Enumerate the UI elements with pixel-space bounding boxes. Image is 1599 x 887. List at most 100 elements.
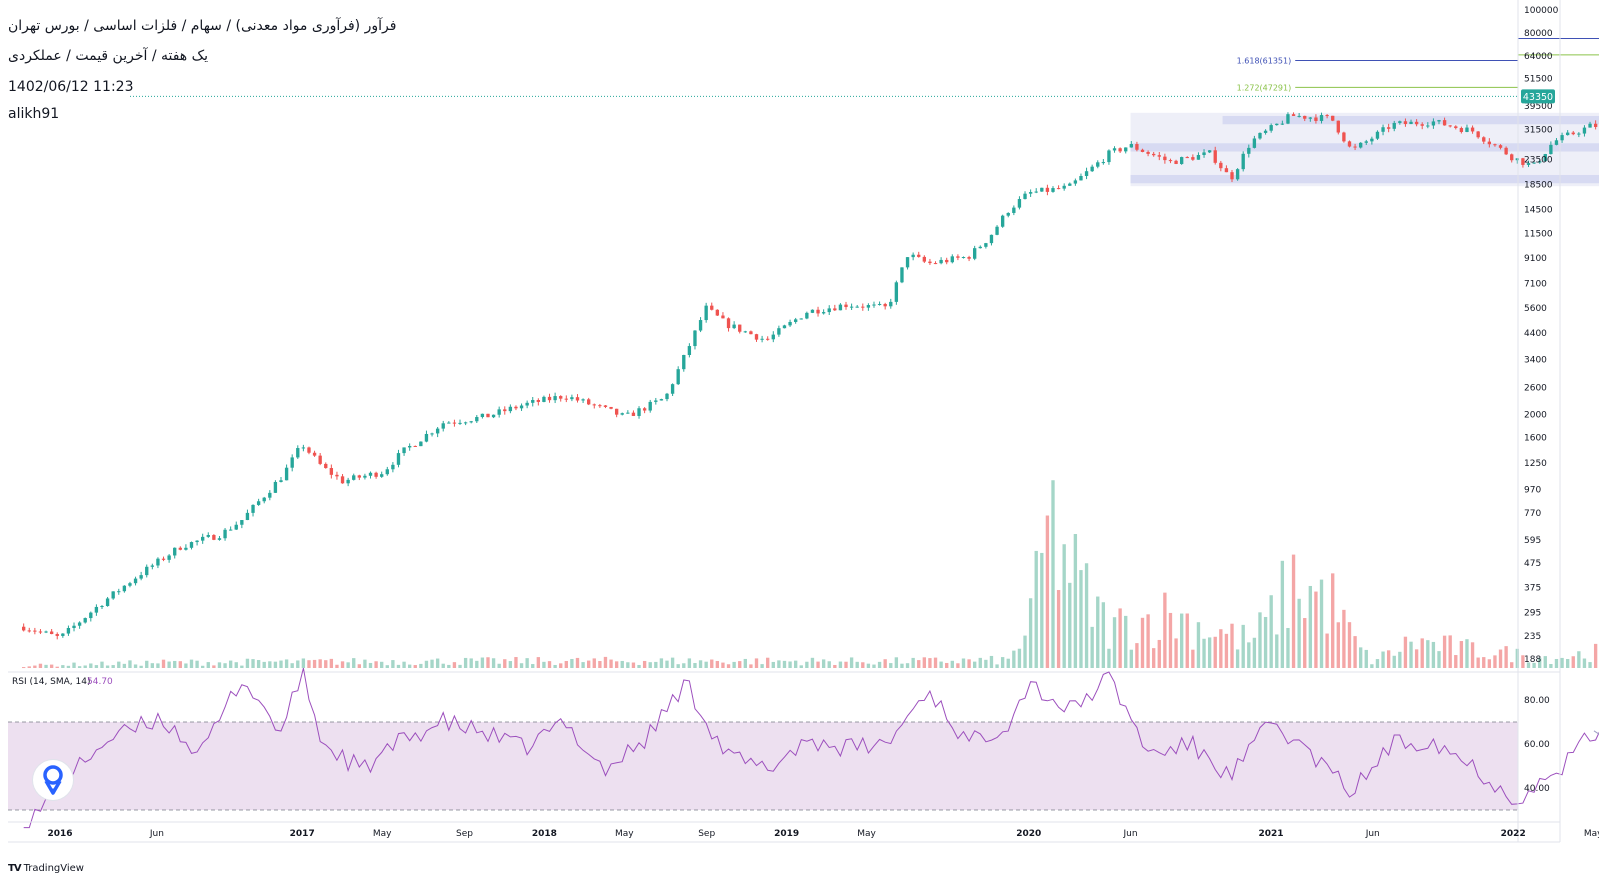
candle-body (1487, 141, 1492, 145)
volume-bar (525, 658, 529, 668)
volume-bar (122, 663, 127, 668)
candle-body (212, 535, 216, 540)
candle-body (279, 480, 283, 482)
candle-body (508, 406, 513, 412)
candle-body (1465, 127, 1469, 132)
candle-body (1303, 115, 1307, 119)
candle-body (587, 399, 591, 405)
volume-bar (581, 662, 585, 668)
candle-body (402, 447, 406, 454)
candle-body (1420, 124, 1424, 126)
volume-bar (1040, 552, 1044, 668)
candle-body (1079, 176, 1083, 181)
volume-bar (984, 659, 988, 668)
candle-body (553, 396, 557, 401)
volume-bar (273, 661, 278, 668)
volume-bar (973, 661, 977, 668)
candle-body (27, 630, 31, 632)
candle-body (693, 330, 697, 347)
volume-bar (1068, 582, 1072, 668)
volume-bar (631, 662, 636, 668)
tradingview-logo[interactable]: TV TradingView (8, 863, 84, 874)
time-tick-label: 2020 (1016, 829, 1041, 839)
volume-bar (900, 663, 904, 668)
candle-body (1526, 163, 1531, 165)
volume-bar (1510, 662, 1514, 668)
axes: 100000 80000 64000 51500 39500 31500 23500 1850… (8, 0, 1599, 843)
volume-bar (1073, 534, 1078, 668)
candle-body (1168, 160, 1173, 162)
volume-bar (1577, 651, 1581, 668)
candle-body (1370, 138, 1374, 142)
volume-bar (27, 666, 31, 668)
volume-bar (1538, 657, 1542, 668)
volume-bar (1275, 634, 1279, 668)
volume-bar (1202, 638, 1206, 668)
candle-body (83, 618, 87, 623)
volume-bar (117, 661, 121, 668)
volume-bar (821, 659, 826, 668)
volume-bar (1124, 615, 1128, 668)
chart-datetime: 1402/06/12 11:23 (8, 79, 134, 95)
candle-body (1263, 130, 1268, 133)
volume-bar (1571, 656, 1575, 668)
volume-bar (234, 662, 238, 668)
volume-bar (626, 662, 630, 668)
volume-bar (1482, 657, 1486, 668)
candle-body (201, 536, 205, 541)
volume-bar (1465, 639, 1469, 668)
volume-bar (312, 659, 317, 668)
candle-body (1280, 123, 1285, 125)
volume-bar (570, 658, 574, 668)
volume-bar (1051, 480, 1055, 668)
volume-bar (995, 664, 999, 668)
volume-bar (139, 665, 143, 668)
time-tick-label: Jun (1365, 829, 1380, 839)
candle-body (1118, 148, 1122, 152)
volume-bar (687, 658, 692, 668)
volume-bar (1459, 641, 1464, 668)
candle-body (866, 305, 871, 308)
candle-body (799, 318, 803, 320)
candle-body (234, 524, 238, 530)
candle-body (1543, 154, 1547, 162)
time-tick-label: Jun (149, 829, 164, 839)
price-tick-label: 31500 (1524, 125, 1553, 135)
volume-bar (346, 662, 350, 668)
candle-body (1235, 169, 1240, 180)
candle-body (94, 606, 99, 613)
volume-bar (1084, 563, 1089, 668)
price-tick-label: 51500 (1524, 75, 1553, 85)
candle-body (441, 423, 445, 429)
candle-body (307, 447, 311, 453)
volume-bar (710, 659, 714, 668)
volume-bar (38, 663, 43, 668)
candle-body (128, 583, 132, 586)
candle-body (1202, 152, 1206, 156)
location-pin-icon[interactable] (33, 760, 73, 800)
volume-bar (480, 657, 485, 668)
volume-bar (1079, 570, 1083, 668)
candle-body (189, 542, 194, 548)
candle-body (1414, 121, 1419, 125)
candle-body (928, 261, 932, 264)
volume-bar (698, 660, 703, 668)
candle-body (139, 575, 143, 579)
price-tick-label: 9100 (1524, 254, 1547, 264)
candle-body (614, 408, 619, 415)
tradingview-mark: TV (8, 863, 22, 874)
candle-body (782, 325, 787, 329)
candle-body (1269, 125, 1273, 131)
candle-body (1325, 115, 1329, 117)
candle-body (195, 540, 199, 543)
candle-body (458, 422, 462, 424)
volume-bars (21, 480, 1598, 669)
candle-body (156, 558, 160, 566)
volume-bar (1062, 544, 1066, 668)
candle-body (900, 267, 904, 283)
candle-body (228, 529, 233, 531)
volume-bar (603, 656, 608, 668)
volume-bar (799, 665, 803, 668)
candle-body (950, 256, 954, 263)
